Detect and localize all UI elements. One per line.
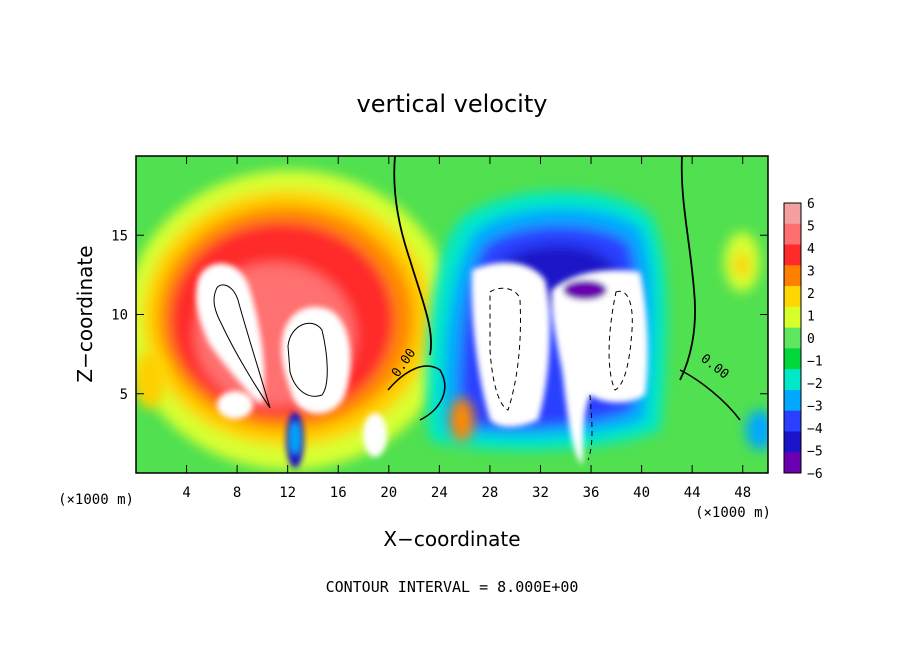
colorbar-swatch — [784, 389, 801, 412]
colorbar-swatch — [784, 306, 801, 329]
colorbar-swatch — [784, 223, 801, 246]
colorbar-swatch — [784, 369, 801, 391]
y-tick-label: 10 — [111, 308, 128, 324]
colorbar-label: −5 — [807, 445, 823, 460]
y-tick-label: 5 — [120, 387, 128, 403]
x-tick-label: 16 — [330, 485, 347, 501]
x-tick-label: 48 — [734, 485, 751, 501]
colorbar: 6 5 4 3 2 1 0 −1 −2 −3 −4 −5 −6 — [783, 197, 823, 482]
chart-title: vertical velocity — [357, 90, 548, 118]
x-tick-label: 12 — [279, 485, 296, 501]
x-unit-label-right: (×1000 m) — [695, 505, 771, 521]
colorbar-swatch — [784, 410, 801, 432]
colorbar-label: 0 — [807, 332, 815, 347]
colorbar-label: −3 — [807, 400, 823, 415]
colorbar-label: −4 — [807, 422, 823, 437]
x-tick-label: 8 — [233, 485, 241, 501]
colorbar-label: 2 — [807, 287, 815, 302]
x-tick-label: 20 — [380, 485, 397, 501]
colorbar-label: 3 — [807, 265, 815, 280]
colorbar-swatch — [784, 203, 801, 225]
x-tick-label: 24 — [431, 485, 448, 501]
colorbar-swatch — [784, 327, 801, 349]
updraft-cores — [196, 263, 387, 468]
colorbar-swatch — [784, 431, 801, 453]
colorbar-swatch — [784, 452, 801, 474]
y-axis: 5 10 15 — [111, 228, 768, 403]
colorbar-swatch — [784, 286, 801, 308]
colorbar-swatch — [784, 265, 801, 287]
colorbar-swatch — [784, 244, 801, 266]
colorbar-label: −2 — [807, 377, 823, 392]
colorbar-label: 4 — [807, 242, 815, 257]
colorbar-label: 5 — [807, 220, 815, 235]
x-tick-label: 44 — [684, 485, 701, 501]
colorbar-label: −1 — [807, 355, 823, 370]
x-tick-label: 32 — [532, 485, 549, 501]
x-tick-label: 28 — [481, 485, 498, 501]
contour-interval-note: CONTOUR INTERVAL = 8.000E+00 — [326, 578, 579, 596]
x-unit-label-left: (×1000 m) — [58, 492, 134, 508]
right-side-features — [136, 232, 768, 450]
y-axis-title: Z−coordinate — [73, 245, 97, 382]
velocity-field — [136, 156, 768, 473]
colorbar-label: 6 — [807, 197, 815, 212]
x-tick-label: 40 — [633, 485, 650, 501]
downdraft-cores — [471, 262, 648, 465]
colorbar-frame — [783, 202, 802, 474]
contour-lines — [213, 156, 741, 461]
y-tick-label: 15 — [111, 228, 128, 244]
colorbar-swatch — [784, 348, 801, 370]
x-axis-title: X−coordinate — [383, 527, 520, 551]
colorbar-label: 1 — [807, 310, 815, 325]
colorbar-label: −6 — [807, 467, 823, 482]
x-axis: 4 8 12 16 20 24 28 32 36 40 44 48 — [182, 156, 751, 501]
x-tick-label: 36 — [583, 485, 600, 501]
x-tick-label: 4 — [182, 485, 190, 501]
